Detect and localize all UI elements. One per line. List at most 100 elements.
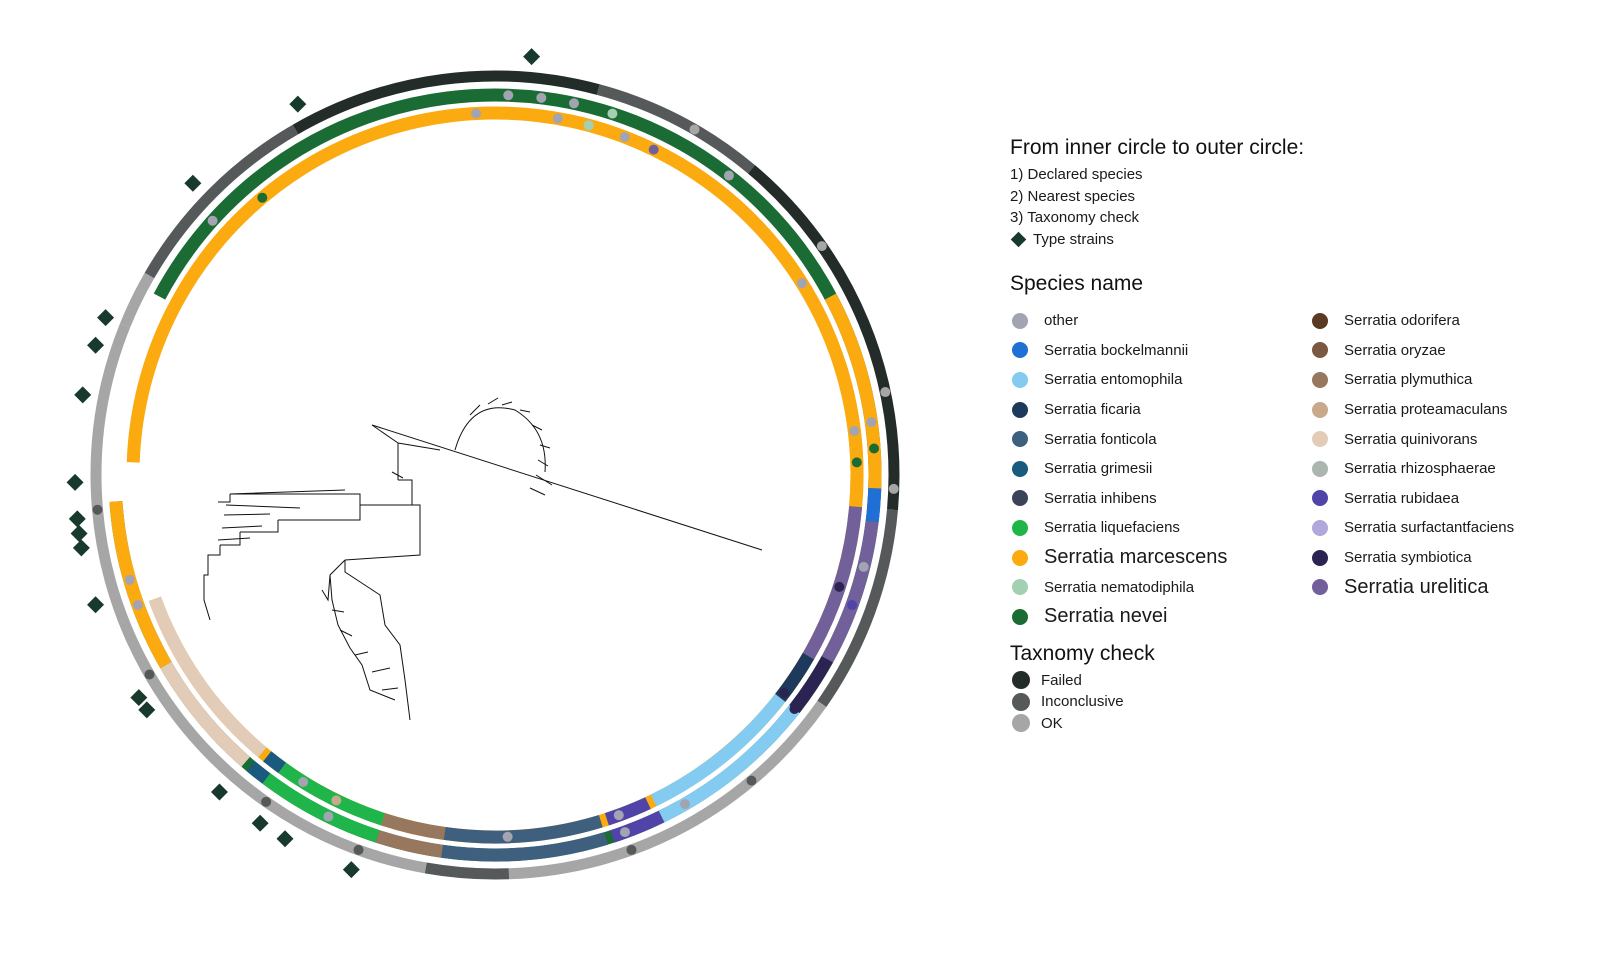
phylogenetic-tree-figure [0,0,960,960]
strain-speck [257,193,267,203]
species-legend-label: Serratia bockelmannii [1044,342,1188,359]
species-legend-label: Serratia rhizosphaerae [1344,460,1496,477]
type-strain-diamond-icon [277,830,294,847]
declared-species-arc [607,803,648,819]
strain-speck [817,241,827,251]
ring-order-3: 3) Taxonomy check [1010,207,1600,229]
species-legend-item: Serratia entomophila [1010,365,1310,395]
ring-order-title: From inner circle to outer circle: [1010,136,1600,160]
ring-order-2: 2) Nearest species [1010,186,1600,208]
nearest-species-ring [116,95,875,855]
taxonomy-color-dot-icon [1012,671,1030,689]
species-color-dot-icon [1012,609,1028,625]
strain-speck [746,776,756,786]
species-legend-grid: other Serratia bockelmannii Serratia entom… [1010,306,1600,632]
ring-order-1: 1) Declared species [1010,164,1600,186]
type-strain-diamond-icon [343,861,360,878]
species-color-dot-icon [1312,372,1328,388]
type-strain-diamond-icon [73,539,90,556]
strain-speck [880,387,890,397]
taxonomy-legend-label: Failed [1041,672,1082,689]
taxonomy-check-ring [96,76,894,874]
strain-speck [822,286,832,296]
type-strain-diamond-icon [184,175,201,192]
strain-speck [323,812,333,822]
species-color-dot-icon [1312,520,1328,536]
species-legend-label: Serratia liquefaciens [1044,519,1180,536]
species-legend-label: Serratia entomophila [1044,371,1182,388]
species-legend-label: Serratia quinivorans [1344,431,1477,448]
strain-speck [626,845,636,855]
strain-speck [614,810,624,820]
strain-speck [298,777,308,787]
taxonomy-legend: Taxnomy check Failed Inconclusive OK [1010,642,1600,735]
species-legend-item: Serratia liquefaciens [1010,513,1310,543]
species-legend-label: Serratia oryzae [1344,342,1446,359]
species-color-dot-icon [1312,550,1328,566]
strain-speck [208,216,218,226]
species-legend-item: Serratia oryzae [1310,336,1600,366]
species-color-dot-icon [1312,342,1328,358]
species-legend-label: Serratia ficaria [1044,401,1141,418]
strain-speck [724,171,734,181]
species-legend-item: Serratia grimesii [1010,454,1310,484]
strain-speck [133,600,143,610]
species-legend-item: Serratia fonticola [1010,424,1310,454]
type-strain-diamond-icon [211,783,228,800]
taxonomy-legend-item: Failed [1010,670,1600,692]
species-legend-item: Serratia rubidaea [1310,484,1600,514]
species-legend-item: Serratia inhibens [1010,484,1310,514]
species-legend-item: Serratia nematodiphila [1010,572,1310,602]
species-legend-label: Serratia rubidaea [1344,490,1459,507]
species-legend-label: Serratia odorifera [1344,312,1460,329]
species-legend-label: Serratia urelitica [1344,576,1489,599]
strain-speck [869,443,879,453]
species-legend-label: Serratia nematodiphila [1044,579,1194,596]
species-legend-item: Serratia nevei [1010,602,1310,632]
taxonomy-check-arc [426,868,509,874]
strain-speck [680,799,690,809]
species-legend-item: Serratia bockelmannii [1010,336,1310,366]
strain-speck [690,124,700,134]
species-legend-item: Serratia proteamaculans [1310,395,1600,425]
strain-speck [834,582,844,592]
species-color-dot-icon [1012,520,1028,536]
species-legend: Species name other Serratia bockelmannii S… [1010,272,1600,632]
declared-species-arc [445,821,601,837]
species-legend-label: Serratia marcescens [1044,546,1227,569]
strain-speck [620,132,630,142]
strain-speck [503,832,513,842]
strain-speck [331,795,341,805]
species-legend-label: Serratia surfactantfaciens [1344,519,1514,536]
taxonomy-legend-title: Taxnomy check [1010,642,1600,666]
taxonomy-check-arc [125,276,149,326]
species-legend-item: Serratia rhizosphaerae [1310,454,1600,484]
species-legend-item: Serratia quinivorans [1310,424,1600,454]
type-strain-diamond-icon [87,596,104,613]
declared-species-arc [809,507,856,656]
species-color-dot-icon [1312,313,1328,329]
species-color-dot-icon [1312,490,1328,506]
species-color-dot-icon [1012,461,1028,477]
strain-speck [859,562,869,572]
taxonomy-legend-item: OK [1010,713,1600,735]
strain-speck [503,90,513,100]
species-legend-label: Serratia fonticola [1044,431,1157,448]
taxonomy-legend-list: Failed Inconclusive OK [1010,670,1600,735]
species-legend-item: Serratia ficaria [1010,395,1310,425]
strain-speck [797,278,807,288]
strain-speck [125,575,135,585]
species-legend-item: Serratia urelitica [1310,572,1600,602]
strain-speck [849,426,859,436]
species-legend-item: Serratia symbiotica [1310,543,1600,573]
type-strain-diamond-icon [69,510,86,527]
taxonomy-legend-label: Inconclusive [1041,693,1124,710]
species-color-dot-icon [1012,490,1028,506]
nearest-species-arc [116,502,166,665]
type-strain-diamond-icon [289,96,306,113]
strain-speck [261,797,271,807]
type-strain-diamond-icon [67,474,84,491]
taxonomy-legend-label: OK [1041,715,1063,732]
type-strain-diamond-icon [523,48,540,65]
species-color-dot-icon [1312,461,1328,477]
